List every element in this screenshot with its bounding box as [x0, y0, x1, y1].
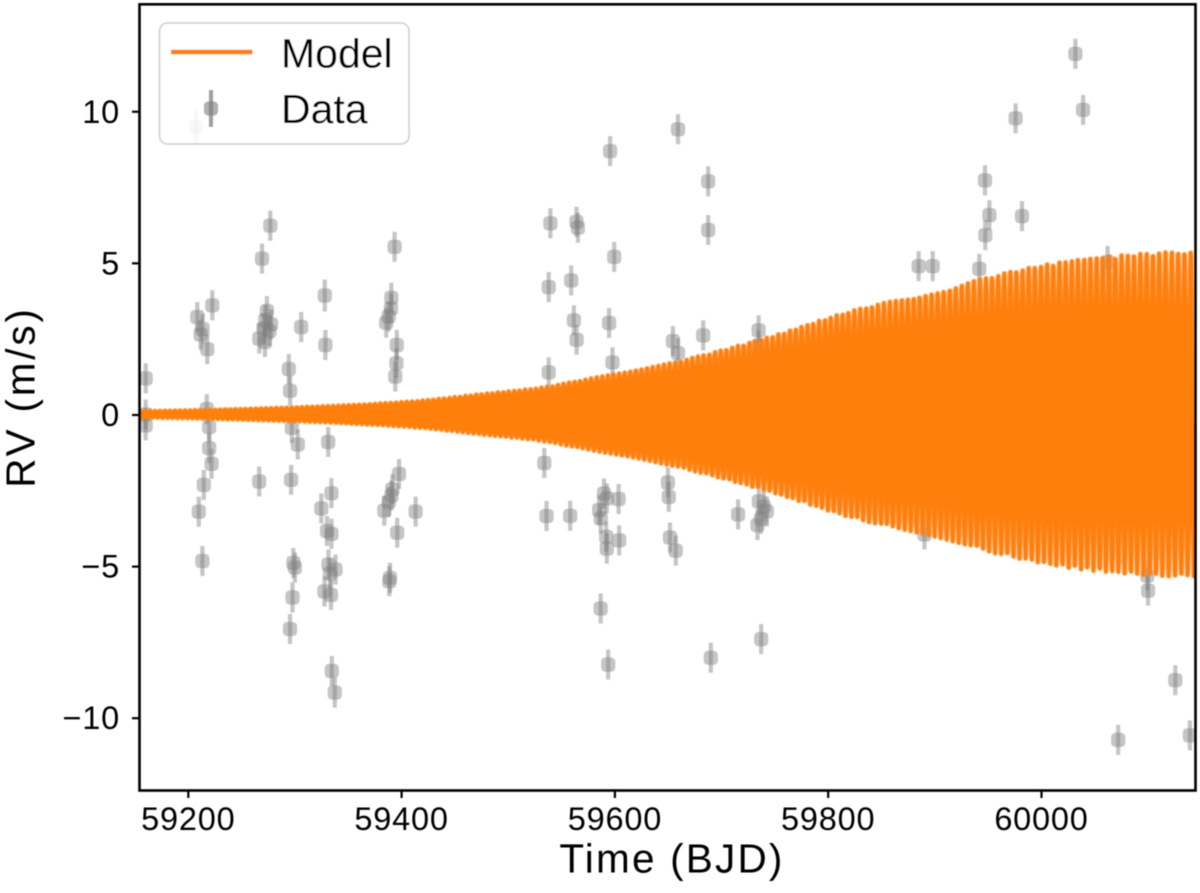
svg-text:59800: 59800	[781, 801, 875, 837]
svg-text:59600: 59600	[568, 801, 662, 837]
svg-text:10: 10	[82, 94, 120, 130]
svg-text:59200: 59200	[141, 801, 235, 837]
svg-text:Time (BJD): Time (BJD)	[559, 836, 784, 882]
svg-text:0: 0	[101, 397, 120, 433]
svg-text:Model: Model	[281, 31, 393, 77]
svg-text:5: 5	[101, 245, 120, 281]
svg-text:RV (m/s): RV (m/s)	[0, 306, 44, 487]
svg-text:Data: Data	[281, 86, 368, 132]
svg-text:60000: 60000	[994, 801, 1088, 837]
svg-text:−10: −10	[62, 700, 120, 736]
svg-text:−5: −5	[81, 549, 120, 585]
svg-text:59400: 59400	[354, 801, 448, 837]
